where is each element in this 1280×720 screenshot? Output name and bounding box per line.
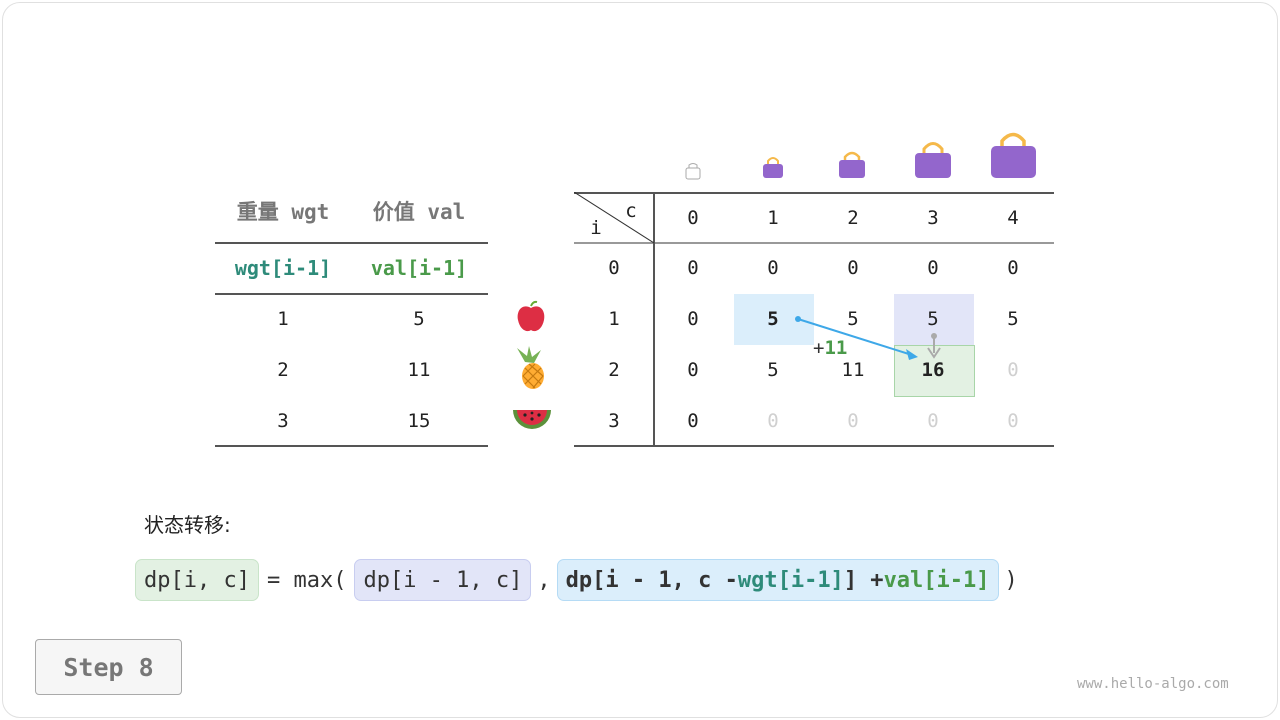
dp-cell: 5	[767, 308, 779, 330]
col-header: 4	[1007, 207, 1019, 229]
bag-icon	[991, 132, 1036, 178]
dp-cell: 0	[927, 410, 939, 432]
subheader-wgt: wgt[i-1]	[234, 256, 332, 280]
dp-cell: 5	[1007, 308, 1019, 330]
corner-c-label: c	[625, 200, 637, 222]
col-header: 1	[767, 207, 779, 229]
formula-comma: ,	[537, 567, 551, 593]
dp-cell: 0	[847, 410, 859, 432]
wgt-cell: 2	[277, 359, 289, 381]
row-header: 0	[608, 257, 620, 279]
corner-diagonal	[574, 192, 654, 243]
formula-lhs: dp[i, c]	[135, 559, 259, 601]
row-header: 3	[608, 410, 620, 432]
bag-icon	[839, 151, 865, 178]
dp-cell: 0	[1007, 410, 1019, 432]
formula-label: 状态转移:	[144, 513, 231, 537]
divider	[574, 445, 1054, 447]
val-cell: 15	[407, 410, 431, 432]
dp-cell: 5	[927, 308, 939, 330]
divider	[215, 445, 488, 447]
dp-cell: 0	[927, 257, 939, 279]
dp-cell: 5	[767, 359, 779, 381]
bag-icon	[915, 142, 951, 178]
dp-cell: 16	[921, 359, 945, 381]
col-header: 3	[927, 207, 939, 229]
watermelon-icon	[513, 410, 551, 429]
divider	[653, 192, 655, 446]
formula-eq: = max(	[266, 567, 347, 593]
bag-icon	[763, 157, 783, 178]
val-cell: 5	[413, 308, 425, 330]
wgt-cell: 3	[277, 410, 289, 432]
header-weight: 重量 wgt	[236, 200, 330, 224]
col-header: 0	[687, 207, 699, 229]
dp-cell: 0	[687, 257, 699, 279]
apple-icon	[517, 300, 545, 332]
watermark: www.hello-algo.com	[1077, 676, 1229, 692]
dp-cell: 0	[1007, 359, 1019, 381]
dp-cell: 0	[767, 410, 779, 432]
pineapple-icon	[517, 346, 544, 389]
dp-cell: 0	[687, 410, 699, 432]
value-annotation: +11	[813, 337, 848, 359]
formula-take: dp[i - 1, c - wgt[i-1]] + val[i-1]	[556, 559, 999, 601]
dp-cell: 0	[687, 359, 699, 381]
empty-bag-icon	[685, 163, 701, 180]
divider	[215, 242, 488, 244]
col-header: 2	[847, 207, 859, 229]
formula: dp[i, c] = max( dp[i - 1, c] , dp[i - 1,…	[135, 559, 1018, 601]
dp-cell: 11	[841, 359, 865, 381]
formula-skip: dp[i - 1, c]	[354, 559, 532, 601]
corner-i-label: i	[590, 217, 602, 239]
divider	[574, 192, 1054, 194]
subheader-val: val[i-1]	[370, 256, 468, 280]
val-cell: 11	[407, 359, 431, 381]
row-header: 2	[608, 359, 620, 381]
header-value: 价值 val	[372, 200, 466, 224]
dp-cell: 0	[687, 308, 699, 330]
dp-cell: 5	[847, 308, 859, 330]
step-button[interactable]: Step 8	[35, 639, 182, 695]
dp-cell: 0	[767, 257, 779, 279]
formula-close: )	[1004, 567, 1018, 593]
dp-cell: 0	[847, 257, 859, 279]
divider	[215, 293, 488, 295]
dp-cell: 0	[1007, 257, 1019, 279]
wgt-cell: 1	[277, 308, 289, 330]
row-header: 1	[608, 308, 620, 330]
divider	[574, 242, 1054, 244]
